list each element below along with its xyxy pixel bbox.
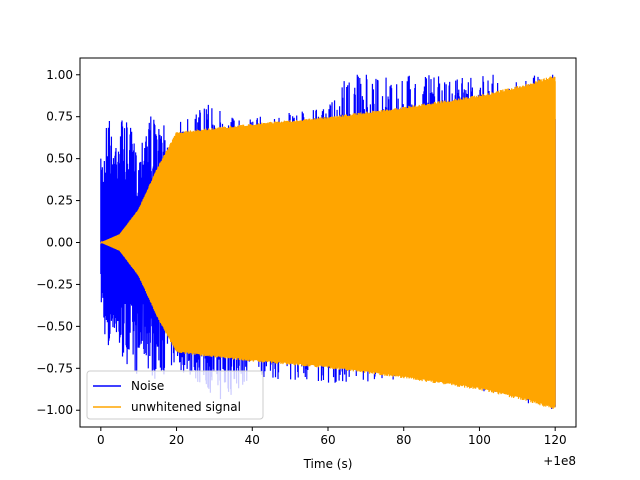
legend-box (86, 370, 264, 420)
y-tick-label: 0.25 (46, 194, 73, 208)
y-tick-label: 1.00 (46, 68, 73, 82)
y-tick-label: −0.25 (36, 277, 73, 291)
y-tick-label: 0.00 (46, 236, 73, 250)
unwhitened-signal-series (100, 76, 556, 409)
x-tick-label: 100 (468, 433, 491, 447)
y-tick-label: −0.50 (36, 319, 73, 333)
x-tick-label: 40 (245, 433, 260, 447)
legend-label: Noise (131, 379, 164, 393)
y-tick-label: −0.75 (36, 361, 73, 375)
x-axis-label: Time (s) (303, 457, 353, 471)
x-tick-label: 80 (396, 433, 411, 447)
legend-label: unwhitened signal (131, 400, 241, 414)
y-tick-label: 0.75 (46, 110, 73, 124)
x-tick-label: 60 (320, 433, 335, 447)
x-axis: 0 20 40 60 80 100 120 (97, 427, 567, 447)
x-tick-label: 20 (169, 433, 184, 447)
x-axis-offset-label: +1e8 (543, 454, 576, 468)
series-fill (100, 77, 556, 408)
y-tick-label: −1.00 (36, 403, 73, 417)
legend: Noise unwhitened signal (86, 370, 264, 420)
x-tick-label: 120 (544, 433, 567, 447)
y-axis: −1.00 −0.75 −0.50 −0.25 0.00 0.25 0.50 0.75 1.00 (36, 68, 80, 417)
x-tick-label: 0 (97, 433, 105, 447)
y-tick-label: 0.50 (46, 152, 73, 166)
